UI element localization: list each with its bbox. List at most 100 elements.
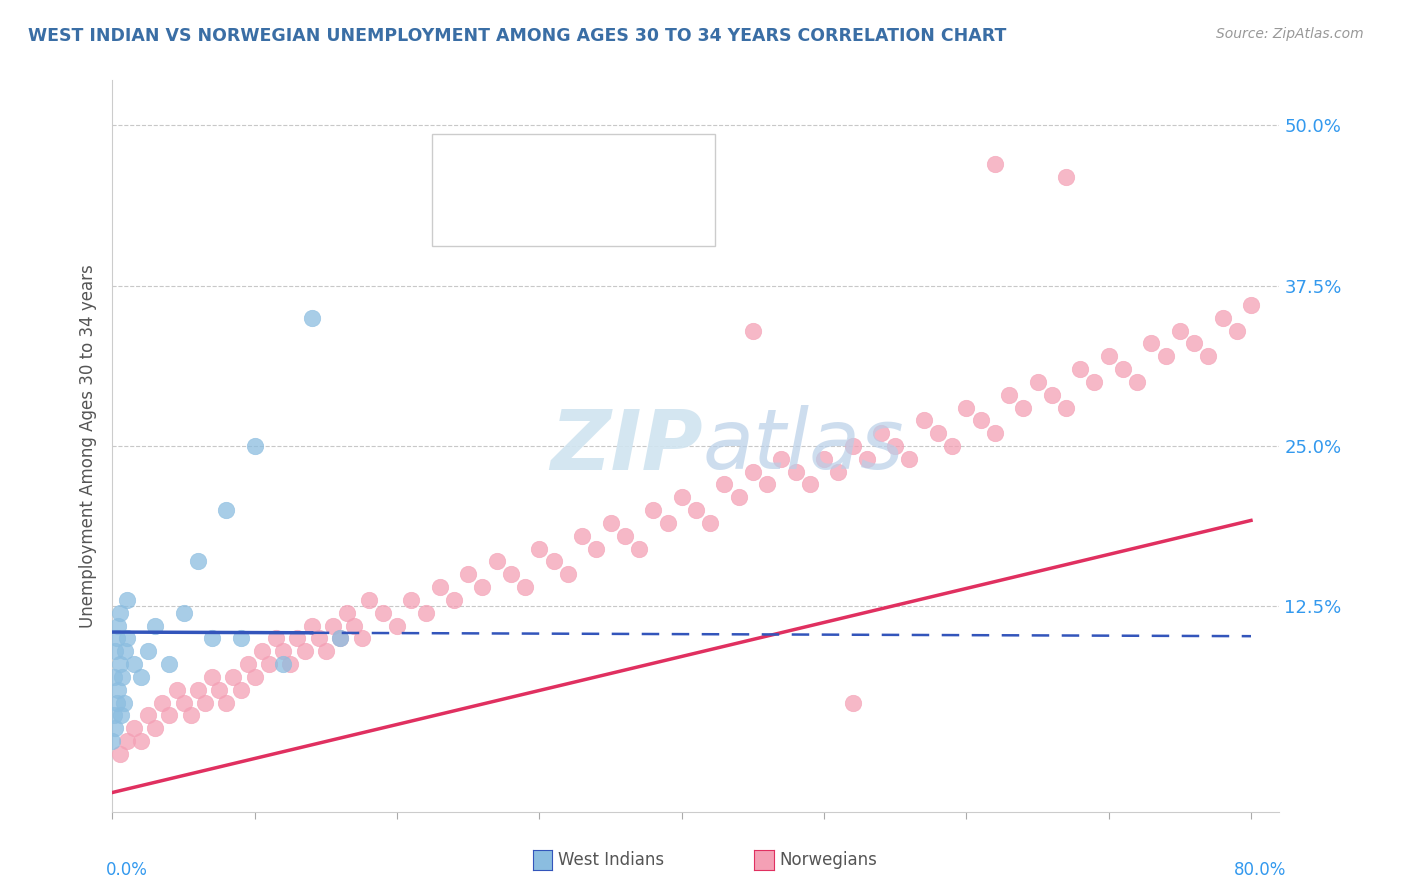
Point: [813, 451, 835, 466]
Point: [969, 413, 991, 427]
Point: [201, 670, 224, 684]
Point: [315, 644, 337, 658]
Point: [371, 606, 394, 620]
Point: [1240, 298, 1263, 312]
Point: [264, 632, 287, 646]
Point: [585, 541, 607, 556]
Point: [599, 516, 621, 530]
Point: [485, 554, 508, 568]
Point: [173, 696, 195, 710]
Point: [515, 580, 537, 594]
Point: [301, 310, 323, 325]
Point: [643, 503, 665, 517]
Point: [1083, 375, 1105, 389]
Point: [1197, 349, 1219, 363]
Point: [1040, 387, 1063, 401]
Point: [115, 734, 138, 748]
Point: [912, 413, 935, 427]
Point: [350, 632, 373, 646]
Point: [136, 708, 159, 723]
Text: N =: N =: [595, 159, 634, 177]
Point: [187, 682, 209, 697]
Point: [122, 657, 145, 672]
Point: [1112, 362, 1135, 376]
Point: [103, 708, 125, 723]
Point: [222, 670, 245, 684]
Point: [599, 208, 621, 222]
Point: [250, 644, 273, 658]
Point: [105, 696, 128, 710]
Text: Source: ZipAtlas.com: Source: ZipAtlas.com: [1216, 27, 1364, 41]
Point: [1154, 349, 1177, 363]
Point: [1054, 401, 1077, 415]
Point: [115, 593, 138, 607]
Point: [385, 618, 408, 632]
Point: [301, 618, 323, 632]
Point: [727, 491, 749, 505]
Point: [1054, 169, 1077, 184]
Point: [443, 593, 465, 607]
Point: [166, 682, 188, 697]
Point: [927, 426, 949, 441]
Point: [287, 632, 309, 646]
Point: [415, 606, 437, 620]
Text: 80.0%: 80.0%: [1234, 861, 1286, 879]
Point: [870, 426, 893, 441]
Point: [229, 632, 252, 646]
Point: [785, 465, 807, 479]
Point: [343, 618, 366, 632]
Point: [243, 439, 266, 453]
Point: [122, 721, 145, 735]
Point: [236, 657, 259, 672]
Point: [756, 477, 779, 491]
Point: [111, 670, 134, 684]
Point: [1069, 362, 1091, 376]
Point: [294, 644, 316, 658]
Point: [336, 606, 359, 620]
Point: [685, 503, 707, 517]
Point: [457, 567, 479, 582]
Point: [841, 439, 863, 453]
Point: [841, 696, 863, 710]
Point: [471, 580, 494, 594]
Point: [150, 696, 173, 710]
Point: [208, 682, 231, 697]
Point: [657, 516, 679, 530]
Point: [114, 644, 136, 658]
Point: [499, 567, 522, 582]
Point: [104, 721, 127, 735]
Point: [201, 632, 224, 646]
Point: [799, 477, 821, 491]
Point: [1182, 336, 1205, 351]
Point: [180, 708, 202, 723]
Point: [115, 632, 138, 646]
Point: [322, 618, 344, 632]
Point: [1026, 375, 1049, 389]
Text: atlas: atlas: [703, 406, 904, 486]
Point: [107, 618, 129, 632]
Point: [104, 644, 127, 658]
Point: [194, 696, 217, 710]
Point: [429, 580, 451, 594]
Point: [571, 529, 593, 543]
Text: 0.0%: 0.0%: [105, 861, 148, 879]
Text: R =: R =: [482, 207, 520, 225]
Point: [529, 541, 551, 556]
Point: [101, 734, 124, 748]
Point: [998, 387, 1021, 401]
Point: [257, 657, 280, 672]
Y-axis label: Unemployment Among Ages 30 to 34 years: Unemployment Among Ages 30 to 34 years: [79, 264, 97, 628]
Point: [129, 670, 152, 684]
Point: [108, 606, 131, 620]
Point: [157, 708, 180, 723]
Point: [243, 670, 266, 684]
Point: [827, 465, 849, 479]
Point: [143, 721, 166, 735]
Point: [105, 632, 128, 646]
Point: [1012, 401, 1035, 415]
Point: [143, 618, 166, 632]
Point: [699, 516, 721, 530]
Point: [613, 529, 636, 543]
Point: [229, 682, 252, 697]
Point: [628, 541, 651, 556]
